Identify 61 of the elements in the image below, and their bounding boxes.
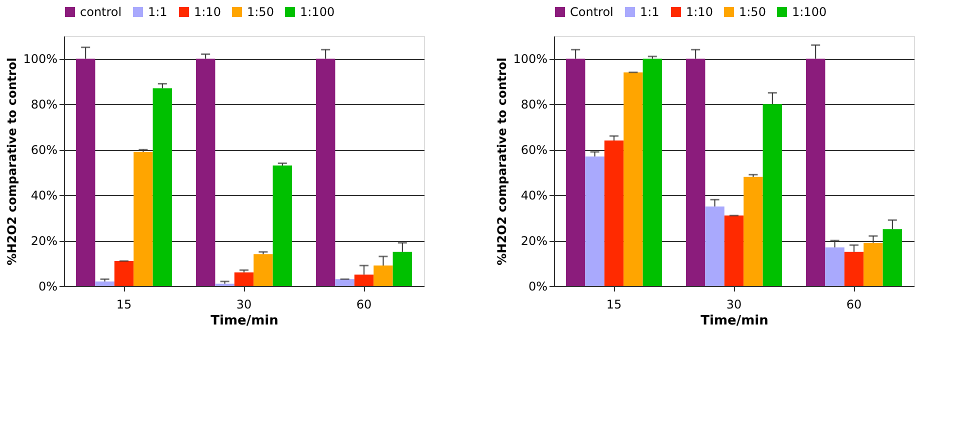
- bar: [566, 58, 586, 286]
- bar: [825, 247, 844, 286]
- bar: [744, 176, 763, 286]
- bar: [724, 216, 744, 286]
- x-axis-title: Time/min: [210, 314, 278, 328]
- y-tick-label: 60%: [520, 143, 548, 158]
- y-tick-label: 20%: [520, 234, 548, 248]
- x-tick-label: 30: [236, 298, 252, 312]
- bar: [806, 58, 826, 286]
- legend-label: control: [80, 5, 122, 19]
- x-tick-label: 60: [356, 298, 372, 312]
- y-tick-label: 0%: [528, 280, 548, 294]
- bar: [864, 242, 883, 286]
- bar: [234, 272, 254, 286]
- legend-label: 1:10: [686, 5, 713, 19]
- legend-label: 1:10: [194, 5, 221, 19]
- bar: [196, 58, 216, 286]
- bar: [114, 261, 134, 286]
- legend-label: 1:50: [247, 5, 274, 19]
- bar: [642, 58, 662, 286]
- bar: [316, 58, 336, 286]
- bar: [254, 254, 273, 286]
- bar: [95, 281, 114, 286]
- legend-label: 1:1: [640, 5, 660, 19]
- legend-label: 1:100: [300, 5, 335, 19]
- bar: [705, 206, 724, 286]
- bar: [374, 266, 393, 286]
- y-tick-label: 60%: [30, 143, 58, 158]
- bar: [686, 58, 706, 286]
- bar: [844, 252, 864, 286]
- y-tick-label: 40%: [30, 188, 58, 203]
- y-tick-label: 100%: [23, 52, 58, 66]
- x-tick-label: 15: [606, 298, 622, 312]
- bar: [335, 279, 354, 286]
- bar: [272, 166, 292, 286]
- bar: [76, 58, 96, 286]
- bar: [882, 229, 902, 286]
- legend-label: 1:50: [739, 5, 766, 19]
- bar: [762, 104, 782, 286]
- x-tick-label: 60: [846, 298, 862, 312]
- y-tick-label: 100%: [513, 52, 548, 66]
- y-tick-label: 20%: [30, 234, 58, 248]
- x-tick-label: 15: [116, 298, 132, 312]
- bar: [134, 152, 153, 286]
- x-axis-title: Time/min: [700, 314, 768, 328]
- legend-label: 1:1: [148, 5, 168, 19]
- y-tick-label: 40%: [520, 188, 548, 203]
- legend-label: Control: [570, 5, 614, 19]
- legend-label: 1:100: [792, 5, 827, 19]
- y-axis-title: %H2O2 comparative to control: [495, 58, 510, 266]
- x-tick-label: 30: [726, 298, 742, 312]
- y-tick-label: 80%: [30, 98, 58, 112]
- bar: [604, 140, 624, 286]
- bar: [624, 72, 643, 286]
- y-tick-label: 0%: [38, 280, 58, 294]
- y-axis-title: %H2O2 comparative to control: [5, 58, 20, 266]
- bar: [354, 274, 374, 286]
- y-tick-label: 80%: [520, 98, 548, 112]
- bar: [585, 156, 604, 286]
- bar: [152, 88, 172, 286]
- bar: [392, 252, 412, 286]
